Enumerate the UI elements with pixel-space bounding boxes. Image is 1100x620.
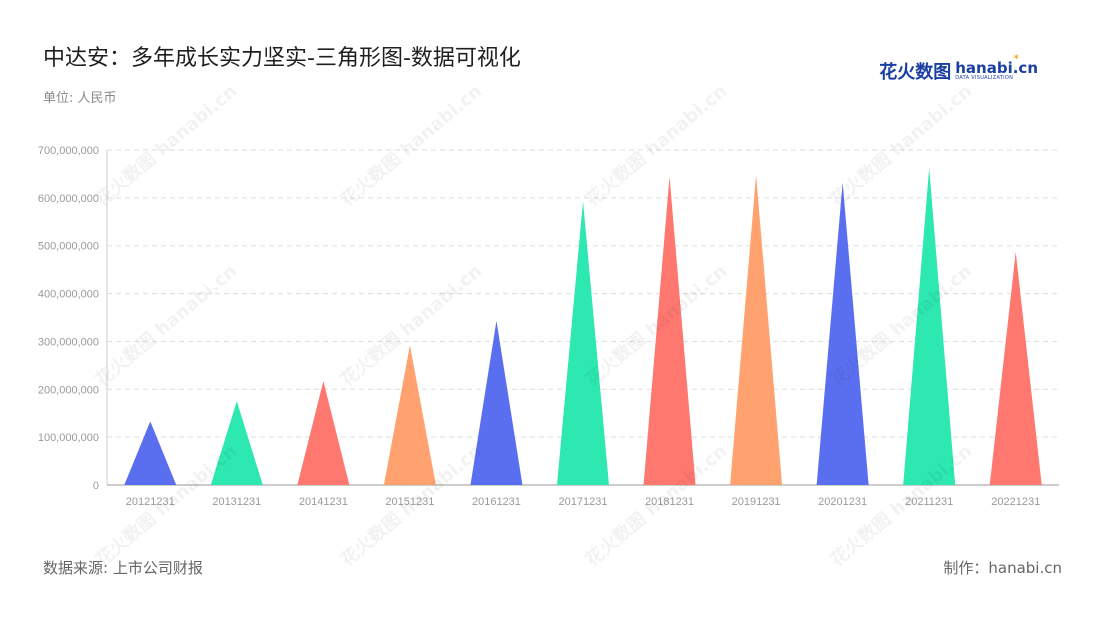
- watermark: 花火数图 hanabi.cn: [91, 260, 241, 391]
- y-tick-label: 600,000,000: [38, 193, 99, 205]
- x-tick-label: 20191231: [732, 496, 781, 508]
- triangle-bar: [557, 201, 609, 485]
- y-tick-label: 700,000,000: [38, 145, 99, 157]
- x-tick-label: 20131231: [212, 496, 261, 508]
- logo-text-en-block: hanabi.cn DATA VISUALIZATION: [955, 61, 1038, 81]
- x-tick-label: 20161231: [472, 496, 521, 508]
- y-tick-label: 100,000,000: [38, 432, 99, 444]
- triangle-bar: [297, 381, 350, 485]
- x-tick-label: 20171231: [559, 496, 608, 508]
- y-tick-label: 300,000,000: [38, 336, 99, 348]
- x-tick-label: 20221231: [991, 496, 1040, 508]
- maker-credit: 制作：hanabi.cn: [943, 559, 1062, 577]
- triangle-bar: [903, 168, 956, 485]
- triangle-bar: [124, 421, 177, 485]
- x-tick-label: 20181231: [645, 496, 694, 508]
- x-tick-label: 20121231: [126, 496, 175, 508]
- triangle-bar: [989, 251, 1042, 485]
- x-tick-label: 20151231: [385, 496, 434, 508]
- x-tick-label: 20201231: [818, 496, 867, 508]
- y-tick-label: 200,000,000: [38, 384, 99, 396]
- triangle-bar: [643, 176, 696, 486]
- logo-text-en: hanabi.cn: [955, 59, 1038, 77]
- data-source: 数据来源: 上市公司财报: [43, 559, 203, 577]
- watermark: 花火数图 hanabi.cn: [91, 80, 241, 211]
- y-tick-label: 400,000,000: [38, 289, 99, 301]
- watermark: 花火数图 hanabi.cn: [581, 80, 731, 211]
- triangle-bar: [210, 401, 263, 485]
- spark-icon: ✶: [1012, 53, 1020, 63]
- y-tick-label: 0: [93, 480, 99, 492]
- x-tick-label: 20141231: [299, 496, 348, 508]
- x-tick-label: 20211231: [905, 496, 953, 508]
- y-tick-label: 500,000,000: [38, 241, 99, 253]
- triangle-bar: [730, 174, 783, 485]
- chart-title: 中达安：多年成长实力坚实-三角形图-数据可视化: [43, 46, 521, 71]
- logo-text-cn: 花火数图: [879, 62, 952, 83]
- triangle-bar: [816, 182, 869, 486]
- triangle-bar: [383, 345, 436, 485]
- brand-logo: 花火数图 hanabi.cn DATA VISUALIZATION ✶: [879, 53, 1038, 84]
- triangle-bar: [470, 320, 523, 485]
- logo-subtext: DATA VISUALIZATION: [955, 75, 1014, 81]
- watermark: 花火数图 hanabi.cn: [336, 80, 486, 211]
- unit-label: 单位: 人民币: [43, 91, 117, 106]
- watermark: 花火数图 hanabi.cn: [826, 80, 976, 211]
